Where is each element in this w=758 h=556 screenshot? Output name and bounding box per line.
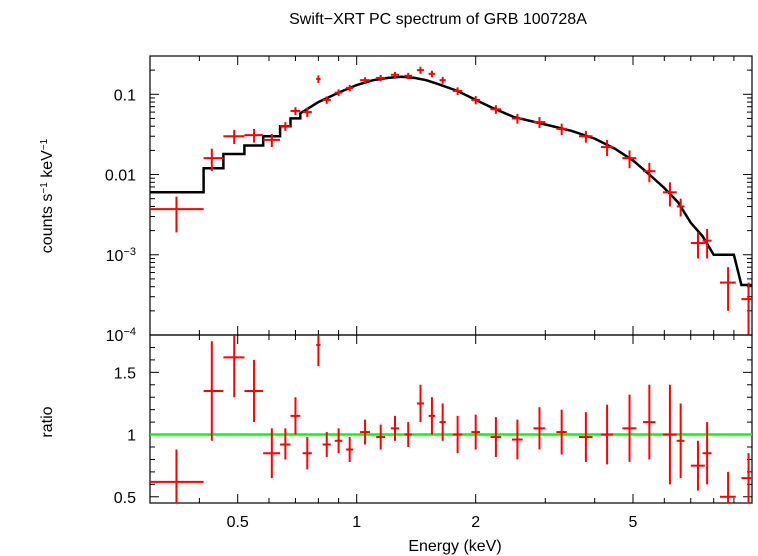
ratio-point <box>690 440 705 491</box>
ratio-point <box>662 384 677 485</box>
x-tick-label: 2 <box>471 514 480 531</box>
ratio-point <box>203 341 224 441</box>
x-tick-label: 1 <box>352 514 361 531</box>
ratio-point <box>702 422 712 485</box>
ratio-point <box>346 437 354 462</box>
spectrum-point <box>203 148 224 172</box>
spectrum-point <box>416 66 425 74</box>
spectrum-point <box>334 89 343 97</box>
spectrum-point <box>720 267 736 311</box>
spectrum-point <box>263 133 281 148</box>
x-axis-label: Energy (keV) <box>408 538 501 555</box>
ratio-point <box>556 409 567 455</box>
ratio-point <box>676 403 685 479</box>
spectrum-frame <box>149 55 753 336</box>
ratio-point <box>360 419 370 445</box>
y-axis-label-ratio: ratio <box>39 406 56 437</box>
y-tick-label: 0.5 <box>114 490 136 507</box>
x-tick-label: 5 <box>629 514 638 531</box>
y-axis-label-counts: counts s−1 keV−1 <box>39 138 57 253</box>
ratio-point <box>416 384 425 423</box>
y-tick-label: 0.01 <box>105 168 136 185</box>
ratio-point <box>622 394 637 462</box>
ratio-point <box>490 417 502 457</box>
ratio-point <box>601 404 613 465</box>
spectrum-point <box>302 107 312 118</box>
ratio-point <box>316 335 321 367</box>
spectrum-point <box>150 196 204 233</box>
ratio-point <box>428 397 436 435</box>
spectrum-point <box>439 76 446 84</box>
y-tick-label: 10−3 <box>106 246 136 265</box>
spectrum-point <box>622 150 637 169</box>
spectrum-point <box>676 198 685 217</box>
ratio-data-points <box>150 335 752 503</box>
ratio-point <box>280 428 291 460</box>
ratio-point <box>244 359 264 423</box>
ratio-point <box>290 397 301 435</box>
ratio-point <box>511 419 523 460</box>
spectrum-point <box>490 105 502 114</box>
ratio-point <box>302 437 312 470</box>
y-tick-label: 10−4 <box>106 326 136 345</box>
y-tick-label: 1 <box>127 428 136 445</box>
spectrum-point <box>741 282 752 335</box>
chart-title: Swift−XRT PC spectrum of GRB 100728A <box>289 11 587 28</box>
spectrum-point <box>662 182 677 207</box>
spectrum-point <box>223 129 245 145</box>
spectrum-data-points <box>150 66 752 335</box>
spectrum-point <box>322 96 331 104</box>
spectrum-point <box>280 122 291 131</box>
spectrum-point <box>290 107 301 116</box>
ratio-point <box>150 449 204 503</box>
x-tick-label: 0.5 <box>227 514 249 531</box>
ratio-panel: 0.5 1 2 5 0.5 1 1.5 <box>114 334 753 531</box>
spectrum-point <box>346 84 354 92</box>
ratio-point <box>376 424 386 450</box>
ratio-point <box>263 428 281 479</box>
spectrum-panel: 0.1 0.01 10−3 10−4 <box>105 55 753 503</box>
spectrum-point <box>244 128 264 143</box>
ratio-point <box>223 335 245 398</box>
spectrum-point <box>533 117 546 129</box>
y-tick-label: 1.5 <box>114 365 136 382</box>
spectrum-point <box>556 123 567 136</box>
ratio-point <box>533 407 546 450</box>
ratio-point <box>404 422 412 447</box>
spectrum-point <box>511 113 523 124</box>
spectrum-point <box>601 139 613 157</box>
spectrum-point <box>360 77 370 84</box>
spectrum-point <box>316 75 321 84</box>
spectrum-point <box>390 71 400 78</box>
ratio-point <box>471 414 480 450</box>
ratio-point <box>720 471 736 503</box>
ratio-point <box>334 428 343 454</box>
ratio-point <box>452 415 463 454</box>
ratio-point <box>390 415 400 441</box>
spectrum-point <box>428 70 436 78</box>
model-curve <box>150 75 752 287</box>
spectrum-point <box>643 162 656 183</box>
spectrum-point <box>376 74 386 82</box>
spectrum-point <box>702 228 712 259</box>
ratio-point <box>643 384 656 460</box>
ratio-point <box>439 403 446 441</box>
ratio-frame <box>149 334 753 504</box>
y-tick-label: 0.1 <box>114 87 136 104</box>
ratio-point <box>322 432 331 457</box>
ratio-point <box>578 412 593 462</box>
spectrum-point <box>471 96 480 105</box>
spectrum-point <box>690 232 705 259</box>
ratio-point <box>741 453 752 503</box>
spectrum-point <box>578 130 593 143</box>
spectrum-point <box>452 87 463 95</box>
spectrum-point <box>404 72 412 80</box>
